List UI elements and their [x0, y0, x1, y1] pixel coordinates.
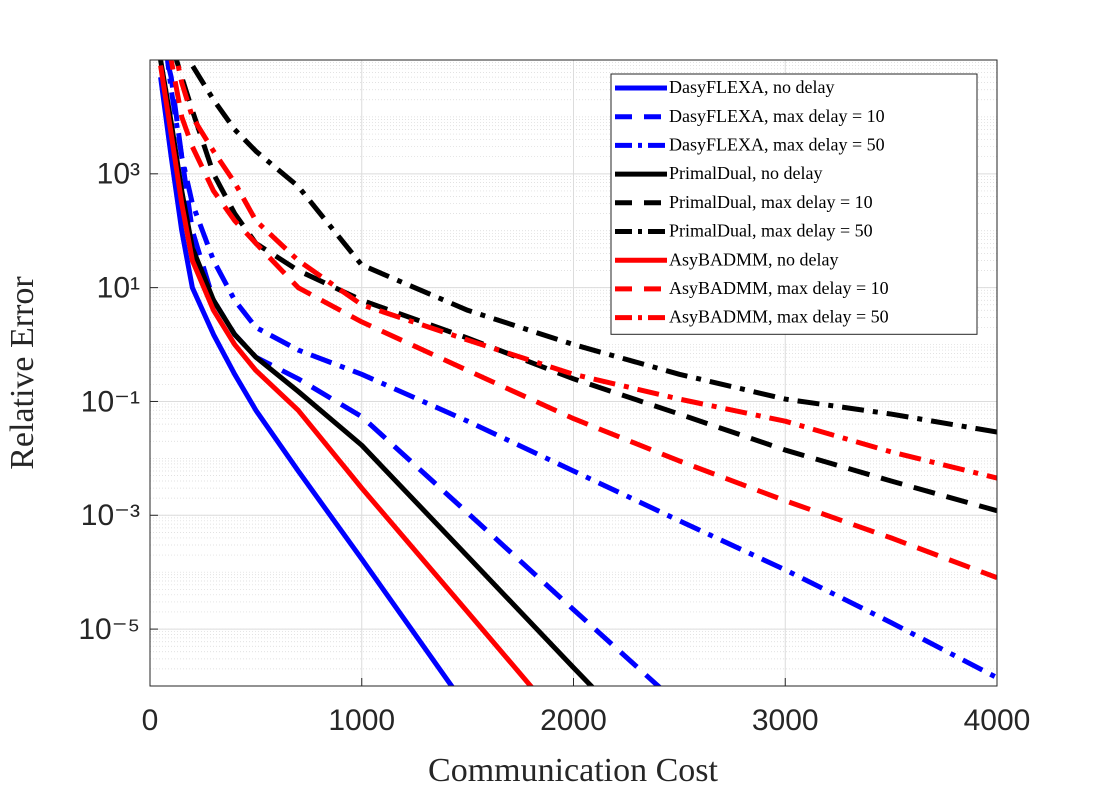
x-tick-label: 1000 — [328, 704, 395, 737]
legend-label: DasyFLEXA, no delay — [669, 77, 834, 97]
y-tick-label: 10³ — [97, 158, 140, 191]
legend-label: PrimalDual, no delay — [669, 163, 822, 183]
legend-label: PrimalDual, max delay = 50 — [669, 221, 873, 241]
legend-label: AsyBADMM, max delay = 10 — [669, 278, 889, 298]
y-tick-label: 10¹ — [97, 272, 140, 305]
legend-label: AsyBADMM, no delay — [669, 249, 839, 269]
x-tick-label: 3000 — [752, 704, 819, 737]
lines — [158, 60, 997, 686]
series-line — [158, 76, 455, 686]
series-line — [158, 65, 534, 686]
x-tick-label: 4000 — [964, 704, 1031, 737]
series-line — [165, 60, 997, 680]
legend-label: DasyFLEXA, max delay = 10 — [669, 106, 885, 126]
legend-label: DasyFLEXA, max delay = 50 — [669, 135, 885, 155]
x-axis-label: Communication Cost — [428, 752, 719, 789]
y-axis-label: Relative Error — [4, 276, 41, 470]
axes: 10⁻⁵ 10⁻³ 10⁻¹ 10¹ 10³ 0 1000 2000 3000 4000 — [78, 158, 1030, 737]
y-tick-label: 10⁻⁵ — [78, 613, 140, 646]
legend-box — [610, 73, 978, 335]
x-tick-label: 2000 — [540, 704, 607, 737]
legend-label: PrimalDual, max delay = 10 — [669, 192, 873, 212]
y-tick-label: 10⁻¹ — [81, 385, 140, 418]
series-line — [168, 60, 997, 581]
y-tick-label: 10⁻³ — [81, 499, 140, 532]
series-line — [174, 60, 997, 481]
legend: DasyFLEXA, no delay DasyFLEXA, max delay … — [610, 73, 978, 335]
legend-label: AsyBADMM, max delay = 50 — [669, 307, 889, 327]
x-tick-label: 0 — [142, 704, 159, 737]
